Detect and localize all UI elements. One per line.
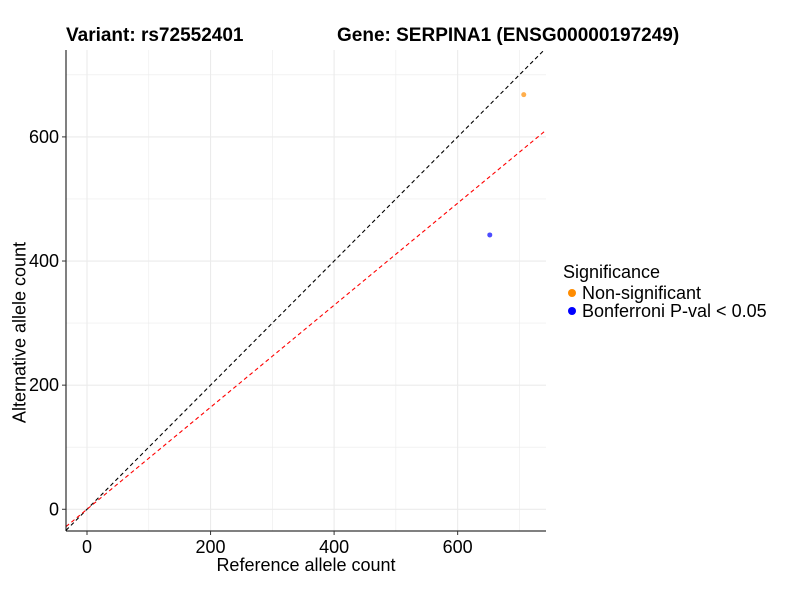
data-point: [487, 232, 493, 238]
legend-label: Non-significant: [582, 282, 702, 303]
legend-item-non-significant: Non-significant: [563, 282, 767, 303]
legend-dot-blue: [568, 307, 576, 315]
x-tick-label: 600: [443, 537, 473, 557]
x-tick-label: 400: [319, 537, 349, 557]
y-tick-label: 400: [29, 251, 59, 271]
legend-label: Bonferroni P-val < 0.05: [582, 300, 767, 321]
x-tick-label: 0: [82, 537, 92, 557]
identity-line: [66, 50, 545, 531]
legend: Significance Non-significant Bonferroni …: [563, 262, 767, 321]
y-tick-label: 200: [29, 375, 59, 395]
y-axis-label: Alternative allele count: [9, 241, 30, 424]
legend-title: Significance: [563, 262, 661, 282]
data-point: [521, 92, 527, 98]
x-axis-label: Reference allele count: [216, 555, 396, 575]
x-tick-label: 200: [196, 537, 226, 557]
fit-line: [66, 129, 546, 528]
y-tick-label: 0: [49, 499, 59, 519]
chart-title-gene: Gene: SERPINA1 (ENSG00000197249): [337, 25, 680, 46]
chart-title-variant: Variant: rs72552401: [66, 25, 244, 46]
y-tick-label: 600: [29, 127, 59, 147]
legend-item-bonferroni: Bonferroni P-val < 0.05: [563, 300, 767, 321]
legend-dot-orange: [568, 289, 576, 297]
